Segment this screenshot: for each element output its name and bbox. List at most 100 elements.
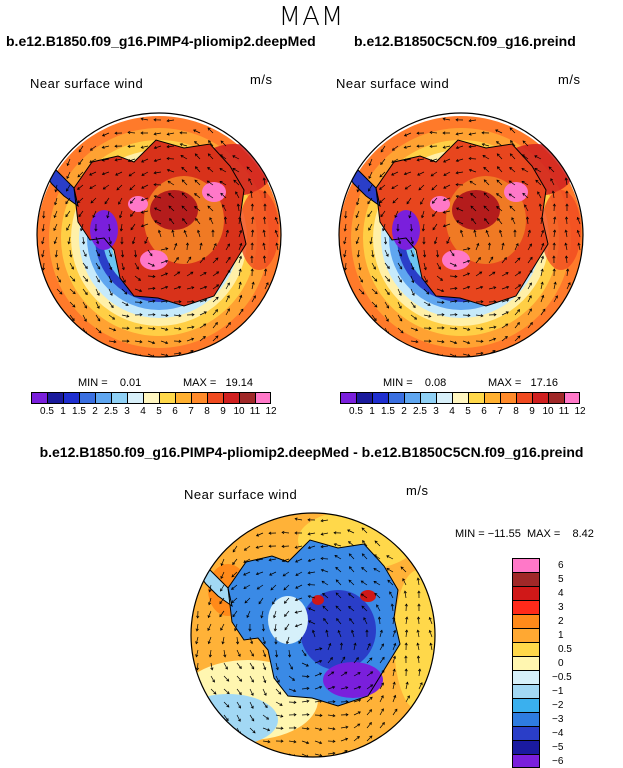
colorbar-tick-label: 2.5 — [413, 406, 427, 417]
colorbar-swatch — [223, 392, 239, 404]
panel-2-title: b.e12.B1850C5CN.f09_g16.preind — [354, 33, 576, 49]
colorbar-tick-label: 10 — [233, 406, 244, 417]
colorbar-tick-label: 10 — [542, 406, 553, 417]
colorbar-swatch — [159, 392, 175, 404]
panel-2-map — [336, 110, 586, 360]
colorbar-tick-label: −6 — [552, 756, 563, 767]
colorbar-swatch — [512, 628, 540, 642]
colorbar-tick-label: 4 — [449, 406, 455, 417]
colorbar-swatch — [452, 392, 468, 404]
colorbar-tick-label: 4 — [140, 406, 146, 417]
colorbar-tick-label: 4 — [558, 588, 564, 599]
panel-2-units: m/s — [558, 72, 580, 87]
colorbar-tick-label: 1 — [369, 406, 375, 417]
colorbar-swatch — [47, 392, 63, 404]
colorbar-tick-label: 2 — [401, 406, 407, 417]
panel-2-max: MAX = 17.16 — [488, 377, 558, 389]
colorbar-tick-label: 6 — [558, 560, 564, 571]
colorbar-swatch — [420, 392, 436, 404]
colorbar-swatch — [468, 392, 484, 404]
colorbar-tick-label: 8 — [204, 406, 210, 417]
colorbar-swatch — [63, 392, 79, 404]
colorbar-swatch — [340, 392, 356, 404]
colorbar-tick-label: 3 — [558, 602, 564, 613]
colorbar-swatch — [512, 740, 540, 754]
colorbar-tick-label: 7 — [497, 406, 503, 417]
panel-1-title: b.e12.B1850.f09_g16.PIMP4-pliomip2.deepM… — [6, 33, 316, 49]
colorbar-swatch — [512, 558, 540, 572]
difference-units: m/s — [406, 483, 428, 498]
panel-2-variable: Near surface wind — [336, 76, 449, 91]
colorbar-swatch — [512, 726, 540, 740]
colorbar-swatch — [516, 392, 532, 404]
difference-variable: Near surface wind — [184, 487, 297, 502]
season-title: MAM — [0, 2, 623, 32]
colorbar-swatch — [500, 392, 516, 404]
colorbar-tick-label: 12 — [265, 406, 276, 417]
colorbar-swatch — [512, 684, 540, 698]
colorbar-swatch — [111, 392, 127, 404]
colorbar-swatch — [484, 392, 500, 404]
colorbar-tick-label: 11 — [559, 406, 569, 417]
colorbar-swatch — [512, 698, 540, 712]
colorbar-swatch — [175, 392, 191, 404]
colorbar-tick-label: 9 — [529, 406, 535, 417]
colorbar-tick-label: 2.5 — [104, 406, 118, 417]
colorbar-tick-label: 3 — [124, 406, 130, 417]
colorbar-swatch — [512, 712, 540, 726]
colorbar-tick-label: 12 — [574, 406, 585, 417]
colorbar-swatch — [143, 392, 159, 404]
colorbar-tick-label: 3 — [433, 406, 439, 417]
colorbar-tick-label: 9 — [220, 406, 226, 417]
colorbar-tick-label: 5 — [156, 406, 162, 417]
colorbar-tick-label: −5 — [552, 742, 563, 753]
colorbar-swatch — [356, 392, 372, 404]
colorbar-swatch — [388, 392, 404, 404]
colorbar-swatch — [31, 392, 47, 404]
colorbar-tick-label: 1 — [60, 406, 66, 417]
colorbar-tick-label: 0.5 — [349, 406, 363, 417]
colorbar-tick-label: −4 — [552, 728, 563, 739]
panel-1-variable: Near surface wind — [30, 76, 143, 91]
colorbar-swatch — [548, 392, 564, 404]
difference-colorbar — [512, 558, 540, 768]
colorbar-swatch — [239, 392, 255, 404]
colorbar-tick-label: 0.5 — [558, 644, 572, 655]
colorbar-swatch — [79, 392, 95, 404]
colorbar-tick-label: −0.5 — [552, 672, 572, 683]
colorbar-swatch — [127, 392, 143, 404]
colorbar-swatch — [512, 670, 540, 684]
colorbar-swatch — [512, 572, 540, 586]
colorbar-swatch — [372, 392, 388, 404]
colorbar-tick-label: −2 — [552, 700, 563, 711]
colorbar-tick-label: 5 — [465, 406, 471, 417]
colorbar-swatch — [436, 392, 452, 404]
difference-title: b.e12.B1850.f09_g16.PIMP4-pliomip2.deepM… — [0, 444, 623, 460]
panel-1-max: MAX = 19.14 — [183, 377, 253, 389]
colorbar-tick-label: 11 — [250, 406, 260, 417]
colorbar-tick-label: 7 — [188, 406, 194, 417]
colorbar-tick-label: 0 — [558, 658, 564, 669]
colorbar-swatch — [512, 614, 540, 628]
colorbar-swatch — [512, 642, 540, 656]
colorbar-swatch — [512, 656, 540, 670]
panel-1-map — [34, 110, 284, 360]
colorbar-tick-label: 8 — [513, 406, 519, 417]
colorbar-tick-label: −3 — [552, 714, 563, 725]
colorbar-tick-label: 6 — [172, 406, 178, 417]
colorbar-swatch — [207, 392, 223, 404]
colorbar-tick-label: 1.5 — [381, 406, 395, 417]
colorbar-swatch — [191, 392, 207, 404]
colorbar-swatch — [564, 392, 580, 404]
colorbar-tick-label: 2 — [558, 616, 564, 627]
difference-map — [188, 510, 438, 760]
colorbar-tick-label: 6 — [481, 406, 487, 417]
panel-2-min: MIN = 0.08 — [383, 377, 446, 389]
colorbar-swatch — [255, 392, 271, 404]
colorbar-tick-label: 1 — [558, 630, 564, 641]
colorbar-swatch — [532, 392, 548, 404]
colorbar-swatch — [95, 392, 111, 404]
colorbar-swatch — [512, 600, 540, 614]
